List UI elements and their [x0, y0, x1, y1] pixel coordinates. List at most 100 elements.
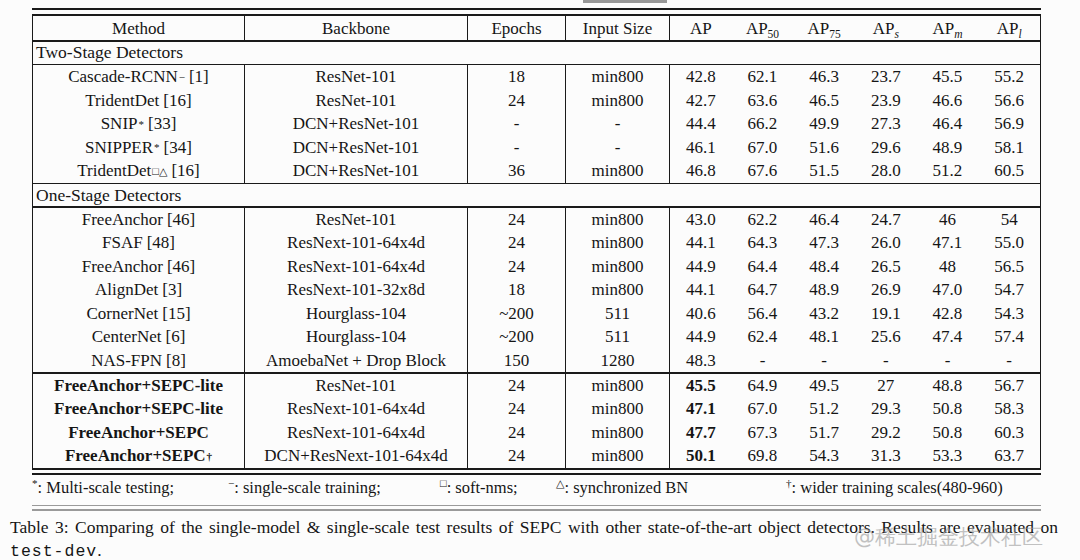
aps-cell: - [855, 352, 917, 369]
aps-cell: 27 [855, 377, 917, 394]
ap-cell: 42.8 [670, 68, 732, 85]
apm-cell: 47.0 [917, 281, 979, 298]
backbone-cell: ResNet-101 [245, 208, 468, 232]
table-row: FSAF[48] ResNext-101-64x4d 24 min800 44.… [32, 231, 1041, 255]
aps-cell: 26.9 [855, 281, 917, 298]
ap50-cell: 67.6 [732, 162, 794, 179]
aps-cell: 28.0 [855, 162, 917, 179]
backbone-cell: ResNet-101 [245, 89, 468, 113]
table-row: CornerNet[15] Hourglass-104 ~200 511 40.… [32, 302, 1041, 326]
aps-cell: 25.6 [855, 328, 917, 345]
input-size-cell: min800 [566, 278, 670, 302]
aps-cell: 19.1 [855, 305, 917, 322]
footnote-syncbn: △: synchronized BN [556, 478, 688, 498]
backbone-cell: DCN+ResNext-101-64x4d [245, 444, 468, 468]
apl-cell: 54 [978, 211, 1040, 228]
footnote-singlescale: −: single-scale training; [228, 478, 381, 498]
backbone-cell: ResNext-101-64x4d [245, 255, 468, 279]
method-cell: NAS-FPN[8] [33, 349, 245, 373]
backbone-cell: ResNext-101-64x4d [245, 231, 468, 255]
epochs-cell: ~200 [468, 325, 566, 349]
ap75-cell: 46.4 [793, 211, 855, 228]
input-size-cell: min800 [566, 374, 670, 398]
backbone-cell: ResNet-101 [245, 374, 468, 398]
table-bottom-rule [32, 468, 1041, 475]
table-row: TridentDet□△[16] DCN+ResNet-101 36 min80… [32, 159, 1041, 183]
table-top-rule [32, 8, 1041, 16]
aps-cell: 27.3 [855, 115, 917, 132]
footnote-multiscale: *: Multi-scale testing; [32, 478, 174, 498]
input-size-cell: min800 [566, 65, 670, 89]
method-cell: CornerNet[15] [33, 302, 245, 326]
apl-cell: 60.3 [978, 424, 1040, 441]
col-header-epochs: Epochs [468, 16, 566, 40]
aps-cell: 29.6 [855, 139, 917, 156]
ap75-cell: 51.7 [793, 424, 855, 441]
apl-cell: 56.9 [978, 115, 1040, 132]
apl-cell: 57.4 [978, 328, 1040, 345]
method-cell: CenterNet[6] [33, 325, 245, 349]
epochs-cell: 36 [468, 159, 566, 183]
ap75-cell: 46.3 [793, 68, 855, 85]
ap50-cell: 63.6 [732, 92, 794, 109]
method-cell: SNIP*[33] [33, 112, 245, 136]
ap50-cell: 62.2 [732, 211, 794, 228]
apm-cell: 45.5 [917, 68, 979, 85]
table-header-row: Method Backbone Epochs Input Size AP AP5… [32, 16, 1041, 40]
table-body: Two-Stage Detectors Cascade-RCNN−[1] Res… [32, 40, 1041, 468]
ap75-cell: 51.5 [793, 162, 855, 179]
method-cell: FreeAnchor+SEPC† [33, 444, 245, 468]
epochs-cell: ~200 [468, 302, 566, 326]
aps-cell: 29.2 [855, 424, 917, 441]
ap-cell: 44.9 [670, 258, 732, 275]
apl-cell: 60.5 [978, 162, 1040, 179]
ap-cell: 44.9 [670, 328, 732, 345]
ap-cell: 46.1 [670, 139, 732, 156]
col-header-method: Method [33, 16, 245, 40]
ap50-cell: 66.2 [732, 115, 794, 132]
apl-cell: 56.7 [978, 377, 1040, 394]
ap75-cell: 46.5 [793, 92, 855, 109]
apm-cell: 46.6 [917, 92, 979, 109]
col-header-aps: APs [855, 20, 917, 37]
apm-cell: 47.4 [917, 328, 979, 345]
aps-cell: 26.5 [855, 258, 917, 275]
backbone-cell: DCN+ResNet-101 [245, 136, 468, 160]
backbone-cell: Hourglass-104 [245, 325, 468, 349]
input-size-cell: 1280 [566, 349, 670, 373]
table-row: FreeAnchor+SEPC ResNext-101-64x4d 24 min… [32, 421, 1041, 445]
epochs-cell: 24 [468, 231, 566, 255]
epochs-cell: 18 [468, 278, 566, 302]
aps-cell: 26.0 [855, 234, 917, 251]
backbone-cell: ResNext-101-32x8d [245, 278, 468, 302]
epochs-cell: 24 [468, 374, 566, 398]
input-size-cell: min800 [566, 255, 670, 279]
method-cell: TridentDet□△[16] [33, 159, 245, 183]
backbone-cell: DCN+ResNet-101 [245, 159, 468, 183]
epochs-cell: 24 [468, 208, 566, 232]
table-row: FreeAnchor[46] ResNext-101-64x4d 24 min8… [32, 255, 1041, 279]
ap-cell: 47.1 [670, 400, 732, 417]
input-size-cell: 511 [566, 302, 670, 326]
ap75-cell: 49.9 [793, 115, 855, 132]
input-size-cell: min800 [566, 159, 670, 183]
col-header-ap75: AP75 [793, 20, 855, 37]
table-row: FreeAnchor+SEPC-lite ResNet-101 24 min80… [32, 374, 1041, 398]
apm-cell: 48 [917, 258, 979, 275]
input-size-cell: min800 [566, 397, 670, 421]
ap50-cell: 67.3 [732, 424, 794, 441]
ap-cell: 48.3 [670, 352, 732, 369]
aps-cell: 23.9 [855, 92, 917, 109]
ap75-cell: 47.3 [793, 234, 855, 251]
results-table: Method Backbone Epochs Input Size AP AP5… [32, 8, 1041, 511]
backbone-cell: ResNext-101-64x4d [245, 397, 468, 421]
table-footer-rule [32, 505, 1041, 511]
method-cell: FreeAnchor+SEPC-lite [33, 374, 245, 398]
apl-cell: - [978, 352, 1040, 369]
ap50-cell: 69.8 [732, 447, 794, 464]
aps-cell: 31.3 [855, 447, 917, 464]
aps-cell: 23.7 [855, 68, 917, 85]
backbone-cell: DCN+ResNet-101 [245, 112, 468, 136]
caption-label: Table 3: [10, 517, 69, 537]
ap50-cell: - [732, 352, 794, 369]
